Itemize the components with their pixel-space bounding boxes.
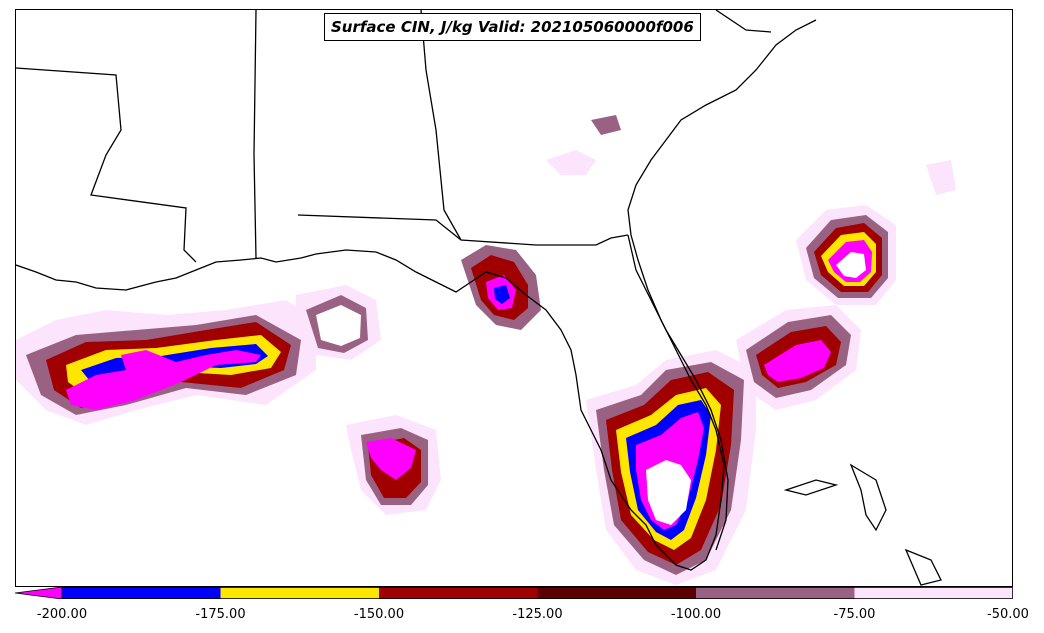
colorbar-tick-label: -100.00 [670, 607, 722, 622]
colorbar-bin [696, 587, 855, 599]
colorbar-outline [61, 587, 1013, 599]
colorbar-bin [220, 587, 379, 599]
cin-region-ga-mauve [591, 115, 621, 135]
cin-region-mid-gulf-white [316, 305, 361, 346]
cin-region-east-atlantic-white [836, 252, 866, 278]
state-line-ga-sc [715, 10, 772, 33]
cin-region-ga-patch [546, 150, 596, 175]
colorbar-tick-label: -200.00 [36, 607, 88, 622]
colorbar-bin [854, 587, 1013, 599]
coastline-atlantic-fl [627, 234, 729, 551]
state-line-ms-al [253, 10, 257, 259]
colorbar-bin [379, 587, 538, 599]
cin-region-south-gulf-magenta [366, 438, 416, 480]
map-title: Surface CIN, J/kg Valid: 202105060000f00… [324, 13, 701, 41]
cin-map-canvas [16, 10, 956, 586]
cin-field [16, 115, 956, 585]
boundaries [16, 10, 942, 586]
cin-region-se-patch [926, 160, 956, 195]
colorbar-bin [537, 587, 696, 599]
colorbar-tick-label: -50.00 [987, 607, 1029, 622]
colorbar-bins [15, 587, 1013, 599]
cin-region-atlantic-magenta [764, 340, 831, 382]
island-andros [904, 548, 942, 586]
cin-region-bigbend-blue [494, 285, 510, 304]
state-line-al-ga [420, 10, 462, 241]
island-abaco [849, 463, 887, 532]
state-line-fl-border [297, 214, 629, 246]
colorbar [15, 587, 1013, 599]
colorbar-tick-label: -175.00 [195, 607, 246, 622]
colorbar-tick-label: -75.00 [833, 607, 876, 622]
cin-region-sfl-white [646, 460, 691, 525]
island-grand-bahama [783, 479, 839, 496]
state-line-la-ms [16, 67, 197, 263]
colorbar-tick-label: -150.00 [353, 607, 405, 622]
cin-region-west-gulf-magenta [66, 350, 261, 410]
colorbar-extend-triangle [15, 587, 63, 599]
colorbar-tick-label: -125.00 [512, 607, 563, 622]
colorbar-bin [62, 587, 221, 599]
map-panel [15, 9, 1013, 587]
coastline-gulf [16, 19, 817, 571]
